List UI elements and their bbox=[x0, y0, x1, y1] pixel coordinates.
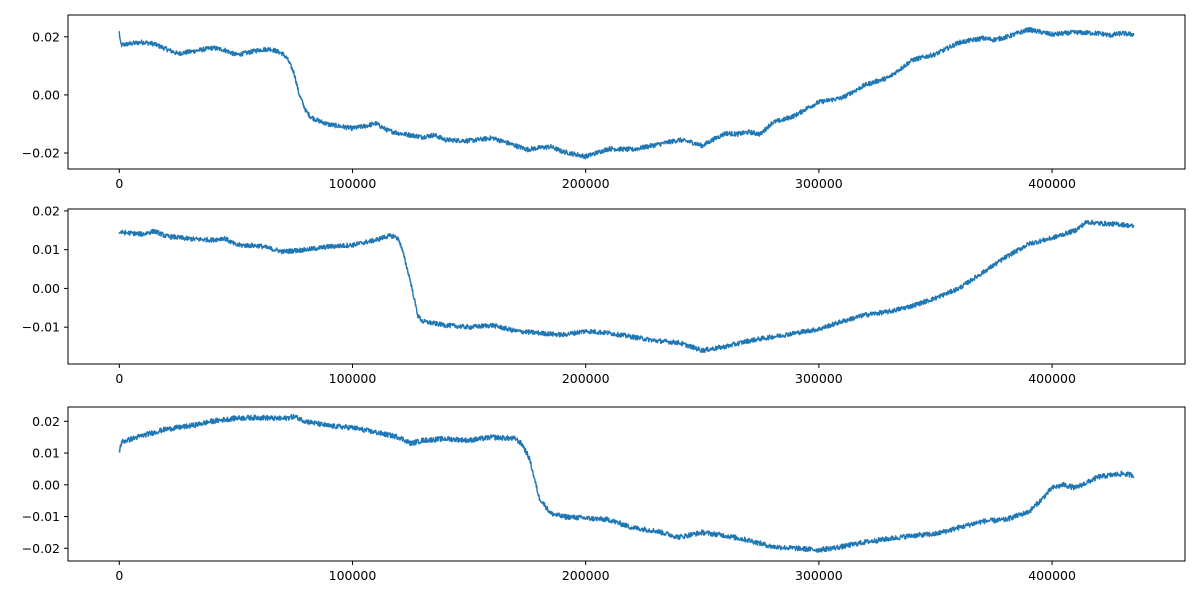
axes-frame bbox=[67, 14, 1186, 170]
x-tick-label: 300000 bbox=[795, 176, 843, 191]
y-tick-label: −0.02 bbox=[22, 146, 60, 161]
x-tick-label: 400000 bbox=[1028, 176, 1076, 191]
x-tick-label: 100000 bbox=[329, 371, 377, 386]
x-tick-label: 100000 bbox=[329, 568, 377, 583]
y-tick-label: 0.00 bbox=[32, 477, 60, 492]
x-tick-label: 300000 bbox=[795, 568, 843, 583]
y-tick-label: 0.00 bbox=[32, 281, 60, 296]
y-tick-label: 0.02 bbox=[32, 203, 60, 218]
y-tick-label: 0.02 bbox=[32, 29, 60, 44]
series-line bbox=[118, 219, 1135, 354]
x-tick-label: 0 bbox=[115, 371, 123, 386]
axes-panel-2: 0 100000 200000 300000 400000 −0.01 0.00 0.01 0.… bbox=[22, 203, 1186, 386]
y-tick-label: 0.01 bbox=[32, 446, 60, 461]
x-tick-label: 0 bbox=[115, 176, 123, 191]
axes-panel-1: 0 100000 200000 300000 400000 −0.02 0.00 0.02 bbox=[22, 14, 1186, 191]
y-tick-label: 0.01 bbox=[32, 242, 60, 257]
y-tick-label: 0.00 bbox=[32, 87, 60, 102]
x-tick-label: 200000 bbox=[562, 371, 610, 386]
y-tick-label: −0.01 bbox=[22, 320, 60, 335]
x-tick-label: 100000 bbox=[329, 176, 377, 191]
x-tick-label: 400000 bbox=[1028, 568, 1076, 583]
axes-frame bbox=[67, 406, 1186, 562]
axes-panel-3: 0 100000 200000 300000 400000 −0.02 −0.01 0.00 0… bbox=[22, 406, 1186, 583]
x-tick-label: 200000 bbox=[562, 176, 610, 191]
y-tick-label: −0.01 bbox=[22, 509, 60, 524]
x-tick-label: 400000 bbox=[1028, 371, 1076, 386]
series-line bbox=[118, 413, 1135, 553]
axes-frame bbox=[67, 208, 1186, 365]
x-tick-label: 0 bbox=[115, 568, 123, 583]
x-tick-label: 200000 bbox=[562, 568, 610, 583]
series-line bbox=[118, 26, 1135, 160]
x-tick-label: 300000 bbox=[795, 371, 843, 386]
y-tick-label: 0.02 bbox=[32, 414, 60, 429]
y-tick-label: −0.02 bbox=[22, 541, 60, 556]
